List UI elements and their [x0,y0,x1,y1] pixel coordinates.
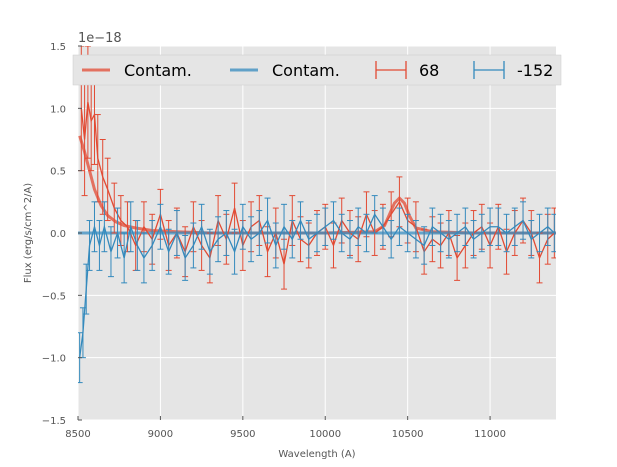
x-tick-label: 8500 [65,429,90,440]
data-line [79,212,555,358]
y-tick-label: 0.0 [50,229,66,240]
x-tick-label: 10000 [309,429,341,440]
grid [77,45,556,421]
x-axis: 8500 9000 9500 10000 10500 11000 [65,416,506,440]
y-tick-label: −0.5 [42,291,66,302]
legend-label: Contam. [124,61,192,80]
y-tick-label: 1.0 [50,104,66,115]
y-axis: −1.5 −1.0 −0.5 0.0 0.5 1.0 1.5 [42,42,82,427]
legend-label: Contam. [272,61,340,80]
x-tick-label: 9000 [148,429,173,440]
legend-label: 68 [419,61,439,80]
x-tick-label: 10500 [392,429,424,440]
x-tick-label: 11000 [474,429,506,440]
y-tick-label: 0.5 [50,167,66,178]
y-tick-label: −1.5 [42,416,66,427]
y-tick-label: 1.5 [50,42,66,53]
x-axis-label: Wavelength (A) [278,449,355,460]
x-tick-label: 9500 [230,429,255,440]
legend-label: -152 [517,61,553,80]
plot-area [77,45,556,421]
y-axis-label: Flux (erg/s/cm^2/A) [23,183,34,283]
y-offset-label: 1e−18 [78,31,122,46]
y-tick-label: −1.0 [42,354,66,365]
series-3 [78,195,556,384]
data-marks [78,46,556,384]
legend: Contam. Contam. 68 -152 [72,54,562,86]
